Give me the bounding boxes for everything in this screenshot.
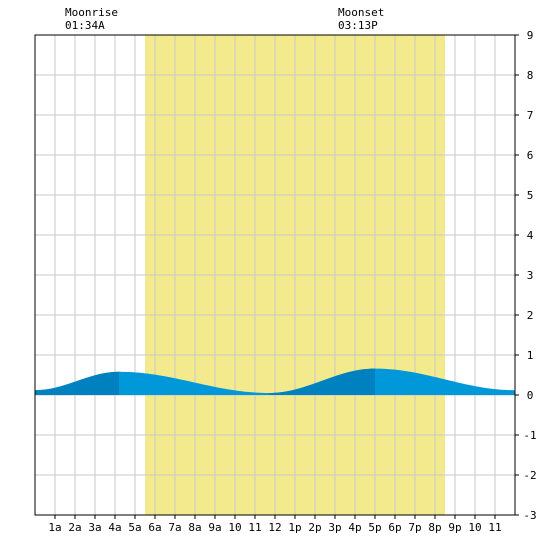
y-tick-label: 0 [527,389,534,402]
y-tick-label: 1 [527,349,534,362]
tide-area-layer [35,368,515,395]
x-tick-label: 2p [308,521,321,534]
tide-area-rising [35,371,119,395]
moonset-label: Moonset [338,6,384,19]
y-tick-label: -3 [523,509,536,522]
x-tick-label: 7a [168,521,181,534]
tide-area-rising [269,368,375,395]
x-tick-label: 11 [248,521,261,534]
y-tick-label: 8 [527,69,534,82]
x-tick-label: 12 [268,521,281,534]
x-tick-label: 7p [408,521,421,534]
x-tick-label: 5a [128,521,141,534]
y-axis-ticks: 9 8 7 6 5 4 3 2 1 0 -1 -2 -3 [515,29,537,522]
tide-area [35,368,515,395]
x-tick-label: 9p [448,521,461,534]
y-tick-label: 3 [527,269,534,282]
moonset-time: 03:13P [338,19,378,32]
x-tick-label: 10 [228,521,241,534]
y-tick-label: 2 [527,309,534,322]
x-tick-label: 3p [328,521,341,534]
moonrise-time: 01:34A [65,19,105,32]
x-tick-label: 9a [208,521,221,534]
x-tick-label: 2a [68,521,81,534]
x-tick-label: 4p [348,521,361,534]
y-tick-label: 5 [527,189,534,202]
x-tick-label: 4a [108,521,121,534]
y-tick-label: 6 [527,149,534,162]
x-tick-label: 8a [188,521,201,534]
x-tick-label: 1p [288,521,301,534]
x-tick-label: 6p [388,521,401,534]
y-tick-label: 7 [527,109,534,122]
x-tick-label: 5p [368,521,381,534]
moonrise-label: Moonrise [65,6,118,19]
y-tick-label: -2 [523,469,536,482]
x-tick-label: 8p [428,521,441,534]
y-tick-label: 4 [527,229,534,242]
x-tick-label: 10 [468,521,481,534]
grid-layer [35,35,515,515]
x-tick-label: 6a [148,521,161,534]
x-tick-label: 3a [88,521,101,534]
x-tick-label: 11 [488,521,501,534]
y-tick-label: 9 [527,29,534,42]
x-axis-ticks: 1a 2a 3a 4a 5a 6a 7a 8a 9a 10 11 12 1p 2p 3p 4p 5p 6p 7p 8p… [48,515,502,534]
y-tick-label: -1 [523,429,536,442]
x-tick-label: 1a [48,521,61,534]
